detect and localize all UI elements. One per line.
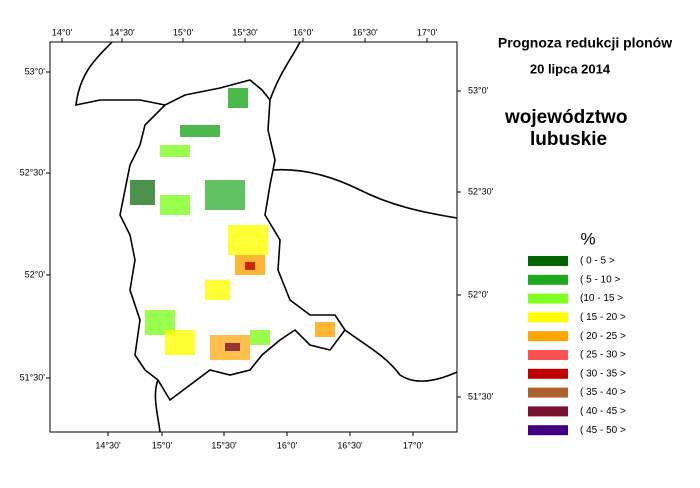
legend-swatch bbox=[528, 312, 568, 323]
coord-label: 16°30' bbox=[352, 27, 378, 37]
legend-label: ( 30 - 35 > bbox=[580, 368, 626, 379]
patch bbox=[160, 195, 190, 215]
coord-label: 53°0' bbox=[468, 85, 489, 95]
patch bbox=[205, 180, 245, 210]
coord-label: 52°30' bbox=[468, 186, 494, 196]
patch bbox=[165, 330, 195, 355]
coord-label: 16°0' bbox=[293, 27, 314, 37]
legend-label: ( 5 - 10 > bbox=[580, 274, 620, 285]
title: Prognoza redukcji plonów bbox=[498, 35, 672, 51]
legend-swatch bbox=[528, 406, 568, 417]
coord-label: 16°30' bbox=[337, 440, 363, 450]
coord-label: 15°0' bbox=[152, 440, 173, 450]
legend-label: ( 35 - 40 > bbox=[580, 387, 626, 398]
region-line: lubuskie bbox=[530, 129, 607, 150]
coord-label: 14°0' bbox=[52, 27, 73, 37]
crop-patches bbox=[130, 88, 335, 360]
legend-label: ( 20 - 25 > bbox=[580, 331, 626, 342]
legend-swatch bbox=[528, 331, 568, 342]
legend-unit: % bbox=[580, 229, 595, 248]
patch bbox=[315, 322, 335, 337]
coord-label: 14°30' bbox=[95, 440, 121, 450]
coord-label: 15°0' bbox=[173, 27, 194, 37]
legend-label: (10 - 15 > bbox=[580, 293, 623, 304]
legend-label: ( 0 - 5 > bbox=[580, 256, 615, 267]
coord-label: 52°0' bbox=[25, 269, 46, 279]
border-line bbox=[269, 41, 301, 101]
coord-label: 52°30' bbox=[20, 167, 46, 177]
coord-label: 16°0' bbox=[277, 440, 298, 450]
legend-label: ( 40 - 45 > bbox=[580, 406, 626, 417]
region-line: województwo bbox=[504, 107, 627, 128]
patch bbox=[250, 330, 270, 345]
coord-label: 52°0' bbox=[468, 289, 489, 299]
coord-label: 51°30' bbox=[20, 372, 46, 382]
border-line bbox=[75, 41, 166, 107]
coord-label: 17°0' bbox=[403, 440, 424, 450]
patch bbox=[228, 225, 268, 255]
border-line bbox=[271, 168, 458, 219]
patch bbox=[245, 262, 255, 270]
patch bbox=[130, 180, 155, 205]
borders bbox=[75, 41, 458, 433]
legend-swatch bbox=[528, 256, 568, 266]
legend-swatch bbox=[528, 293, 568, 304]
patch bbox=[225, 343, 240, 351]
border-line bbox=[344, 329, 458, 382]
patch bbox=[160, 145, 190, 157]
coord-label: 15°30' bbox=[232, 27, 258, 37]
border-line bbox=[154, 379, 161, 433]
legend-swatch bbox=[528, 368, 568, 379]
legend-label: ( 25 - 30 > bbox=[580, 350, 626, 361]
date: 20 lipca 2014 bbox=[530, 61, 611, 76]
legend-label: ( 15 - 20 > bbox=[580, 312, 626, 323]
legend-swatch bbox=[528, 274, 568, 285]
coord-label: 17°0' bbox=[417, 27, 438, 37]
coord-label: 53°0' bbox=[25, 66, 46, 76]
legend-swatch bbox=[528, 387, 568, 398]
patch bbox=[180, 125, 220, 137]
legend-swatch bbox=[528, 350, 568, 360]
legend-label: ( 45 - 50 > bbox=[580, 425, 626, 436]
legend-swatch bbox=[528, 425, 568, 436]
patch bbox=[205, 280, 230, 300]
coord-label: 14°30' bbox=[109, 27, 135, 37]
coord-label: 51°30' bbox=[468, 391, 494, 401]
coord-label: 15°30' bbox=[211, 440, 237, 450]
patch bbox=[228, 88, 248, 108]
